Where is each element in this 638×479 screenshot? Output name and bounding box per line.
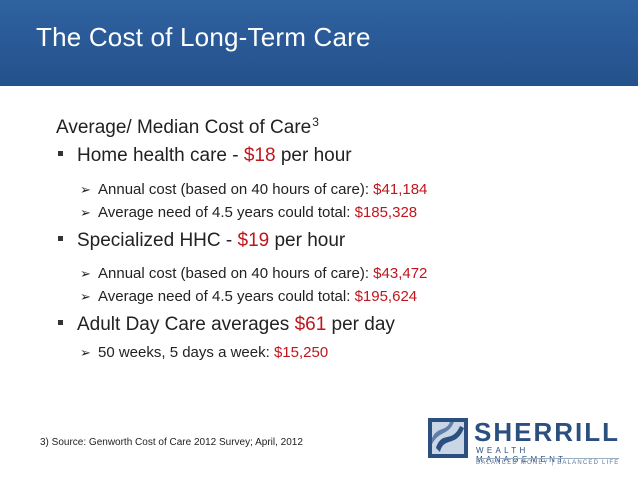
sub-bullet-value: $185,328 [354,204,418,221]
title-bar: The Cost of Long-Term Care [0,0,638,86]
bullet-unit: per hour [275,145,352,166]
arrow-bullet-icon: ➢ [80,182,91,197]
sub-bullet: ➢ 50 weeks, 5 days a week: $15,250 [80,344,328,361]
sub-bullet-value: $41,184 [373,181,428,198]
company-logo: SHERRILL WEALTH MANAGEMENT BALANCED MONE… [424,418,624,470]
sub-bullet: ➢ Average need of 4.5 years could total: … [80,204,417,221]
square-bullet-icon [58,320,63,325]
bullet-value: $61 [294,314,327,335]
sub-bullet-text: Annual cost (based on 40 hours of care): [98,181,374,198]
square-bullet-icon [58,236,63,241]
logo-subtitle: WEALTH MANAGEMENT [476,446,567,464]
sub-bullet-text: Average need of 4.5 years could total: [98,288,355,305]
sherrill-logo-mark-icon [428,418,468,458]
bullet-adult-day-care: Adult Day Care averages $61 per day [58,314,395,336]
arrow-bullet-icon: ➢ [80,205,91,220]
bullet-unit: per hour [269,230,346,251]
arrow-bullet-icon: ➢ [80,266,91,281]
sub-bullet-text: Average need of 4.5 years could total: [98,204,355,221]
sub-bullet: ➢ Annual cost (based on 40 hours of care)… [80,181,427,198]
bullet-value: $18 [243,145,276,166]
bullet-unit: per day [326,314,395,335]
sub-bullet-value: $43,472 [373,265,428,282]
heading-text: Average/ Median Cost of Care [56,117,312,138]
sub-bullet-text: 50 weeks, 5 days a week: [98,344,274,361]
sub-bullet-value: $195,624 [354,288,418,305]
sub-bullet-value: $15,250 [273,344,329,361]
arrow-bullet-icon: ➢ [80,289,91,304]
sub-bullet-text: Annual cost (based on 40 hours of care): [98,265,374,282]
bullet-home-health-care: Home health care - $18 per hour [58,145,352,167]
bullet-text: Specialized HHC - [77,230,238,251]
bullet-text: Adult Day Care averages [77,314,295,335]
sub-bullet: ➢ Annual cost (based on 40 hours of care)… [80,265,427,282]
logo-name: SHERRILL [474,417,620,447]
sub-bullet: ➢ Average need of 4.5 years could total: … [80,288,417,305]
bullet-value: $19 [237,230,270,251]
bullet-text: Home health care - [77,145,244,166]
footnote: 3) Source: Genworth Cost of Care 2012 Su… [40,437,303,448]
logo-tagline: BALANCED MONEY | BALANCED LIFE [476,458,620,466]
arrow-bullet-icon: ➢ [80,345,91,360]
slide-title: The Cost of Long-Term Care [36,22,371,52]
square-bullet-icon [58,151,63,156]
section-heading: Average/ Median Cost of Care3 [56,115,319,139]
bullet-specialized-hhc: Specialized HHC - $19 per hour [58,230,345,252]
heading-footnote-ref: 3 [312,115,319,129]
